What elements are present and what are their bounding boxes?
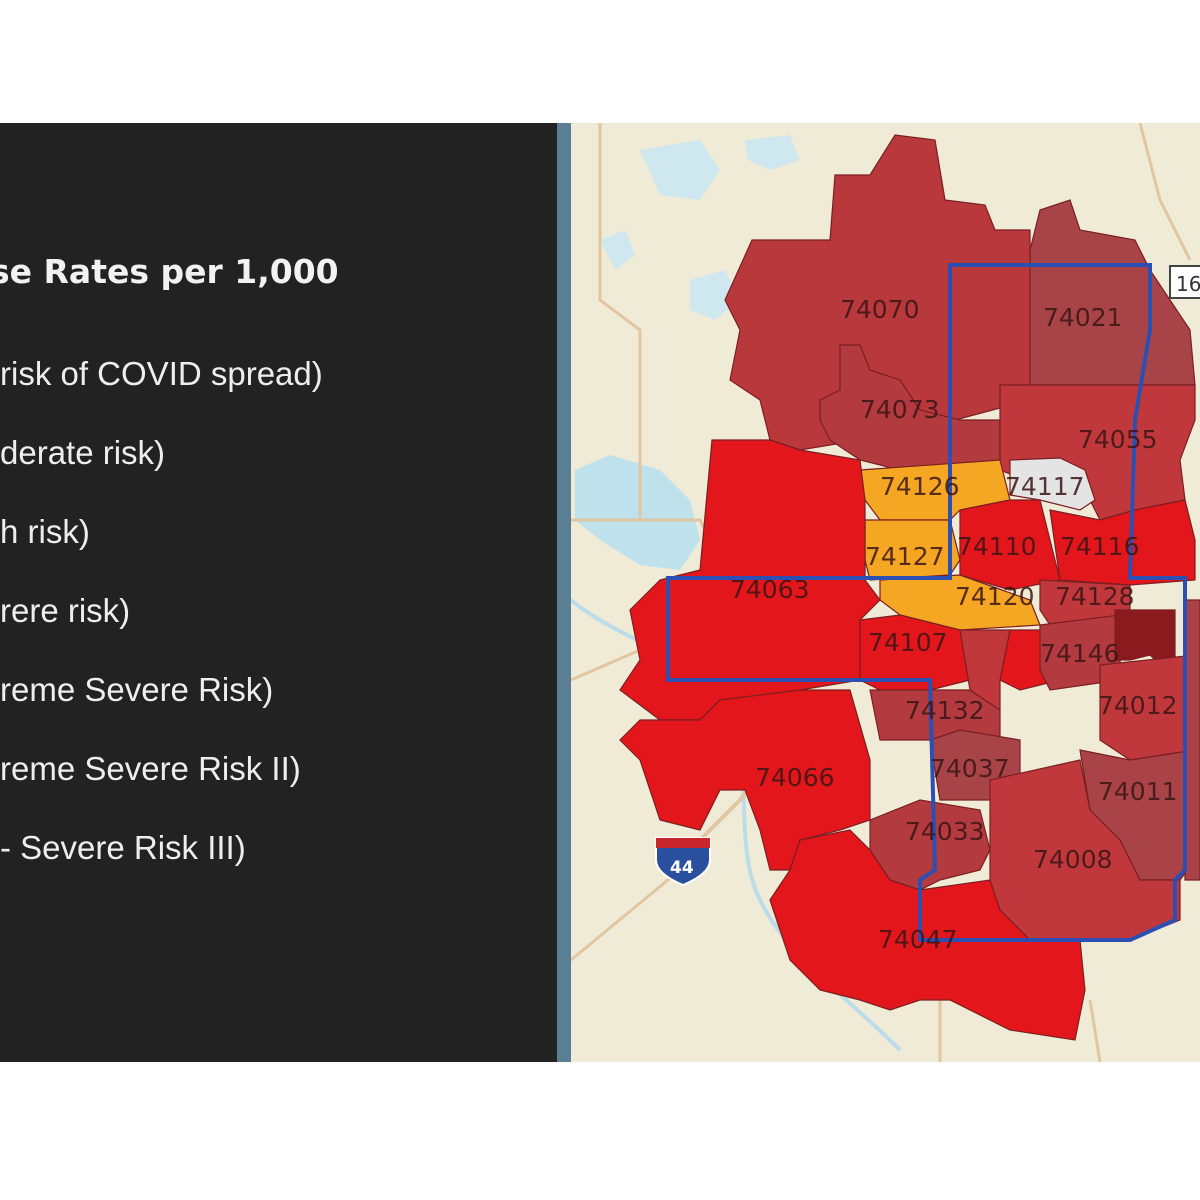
zip-label: 74073	[860, 395, 940, 424]
lake	[575, 455, 700, 570]
city-limits-outline	[666, 263, 1187, 942]
zip-label: 74021	[1043, 303, 1123, 332]
route-number: 16	[1176, 272, 1200, 296]
zip-label: 74110	[957, 532, 1037, 561]
zip-label: 74011	[1098, 777, 1178, 806]
road	[571, 868, 681, 962]
lake	[600, 230, 635, 270]
zip-area-74066	[619, 689, 871, 871]
legend-item: reme Severe Risk)	[0, 671, 274, 708]
legend-item: h risk)	[0, 513, 90, 550]
zip-label: 74117	[1005, 472, 1085, 501]
interstate-44-shield: 44	[655, 837, 711, 887]
zip-label: 74127	[865, 542, 945, 571]
zip-area-74008	[989, 759, 1181, 941]
legend-item: risk of COVID spread)	[0, 355, 323, 392]
zip-area-mid	[959, 629, 1011, 712]
highway-number: 44	[670, 858, 694, 878]
zip-label: 74047	[878, 925, 958, 954]
zip-label: 74008	[1033, 845, 1113, 874]
zip-label: 74132	[905, 696, 985, 725]
zip-label: 74146	[1040, 639, 1120, 668]
route-marker: 16	[1169, 265, 1200, 299]
zip-label: 74066	[755, 763, 835, 792]
map-view[interactable]: 74070 74021 74073 74055 74126 74117 7412…	[571, 123, 1200, 1062]
zip-area-74033	[869, 799, 991, 891]
zip-label: 74107	[868, 628, 948, 657]
zip-label: 74012	[1098, 691, 1178, 720]
road	[1088, 999, 1102, 1062]
zip-label: 74033	[905, 817, 985, 846]
zip-area-74120	[879, 574, 1041, 631]
zip-label: 74126	[880, 472, 960, 501]
zip-area-74126	[859, 459, 1011, 521]
zip-area-east-edge	[1184, 599, 1200, 881]
legend-title: se Rates per 1,000	[0, 252, 339, 291]
legend-item: reme Severe Risk II)	[0, 750, 301, 787]
road	[1138, 123, 1192, 261]
zip-label: 74128	[1055, 582, 1135, 611]
legend-item: derate risk)	[0, 434, 166, 471]
zip-area-74073	[819, 344, 1001, 471]
zip-area-74110	[959, 499, 1061, 591]
zip-label: 74037	[930, 754, 1010, 783]
road	[598, 123, 642, 520]
legend-item: - Severe Risk III)	[0, 829, 246, 866]
legend-panel: se Rates per 1,000 risk of COVID spread)…	[0, 123, 557, 1062]
zip-label: 74070	[840, 295, 920, 324]
panel-divider	[557, 123, 571, 1062]
lake	[745, 135, 800, 170]
zip-area-dark	[1114, 609, 1176, 666]
zip-label: 74120	[955, 582, 1035, 611]
road	[571, 648, 641, 682]
lake	[690, 270, 740, 320]
zip-area-74117	[1009, 457, 1096, 511]
zip-label: 74116	[1060, 532, 1140, 561]
lake	[640, 140, 720, 200]
zip-area-74116	[1049, 499, 1196, 586]
zip-label: 74063	[730, 575, 810, 604]
zip-label: 74055	[1078, 425, 1158, 454]
legend-item: rere risk)	[0, 592, 131, 629]
